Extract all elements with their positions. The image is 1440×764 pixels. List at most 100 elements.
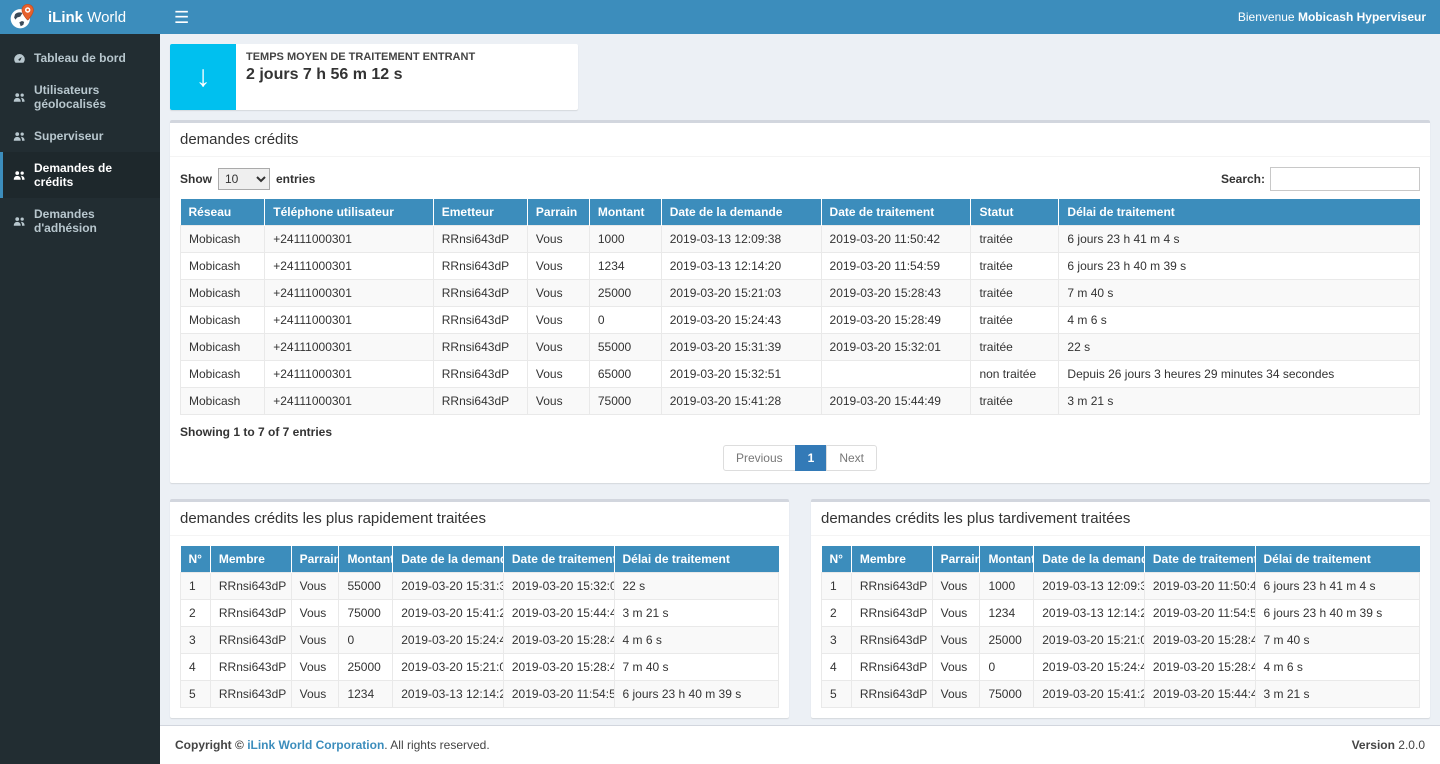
cell: traitée xyxy=(971,307,1059,334)
hamburger-menu-icon[interactable]: ☰ xyxy=(174,9,189,26)
cell: 6 jours 23 h 40 m 39 s xyxy=(1255,600,1420,627)
cell: Vous xyxy=(291,627,339,654)
cell: 55000 xyxy=(339,573,393,600)
cell: 2019-03-20 15:24:43 xyxy=(661,307,821,334)
cell: 6 jours 23 h 41 m 4 s xyxy=(1059,226,1420,253)
cell: 2019-03-20 15:31:39 xyxy=(661,334,821,361)
cell: 2019-03-20 15:32:51 xyxy=(661,361,821,388)
sidebar-item-demandes-de-credits[interactable]: Demandes de crédits xyxy=(0,152,160,198)
cell: 4 m 6 s xyxy=(614,627,779,654)
table-row: 2RRnsi643dPVous750002019-03-20 15:41:282… xyxy=(181,600,779,627)
cell: 1234 xyxy=(589,253,661,280)
cell: 1234 xyxy=(339,681,393,708)
column-header: Membre xyxy=(210,546,291,573)
cell: 2019-03-20 15:28:49 xyxy=(503,627,614,654)
table-row: 2RRnsi643dPVous12342019-03-13 12:14:2020… xyxy=(822,600,1420,627)
cell: RRnsi643dP xyxy=(433,307,527,334)
sidebar: iLink World Tableau de bord Utilisateurs… xyxy=(0,0,160,764)
cell: traitée xyxy=(971,253,1059,280)
table-row: 5RRnsi643dPVous12342019-03-13 12:14:2020… xyxy=(181,681,779,708)
column-header[interactable]: Statut xyxy=(971,199,1059,226)
cell: 0 xyxy=(980,654,1034,681)
cell: 75000 xyxy=(980,681,1034,708)
pagination-page-1-button[interactable]: 1 xyxy=(795,445,828,471)
cell: 2019-03-20 15:24:43 xyxy=(393,627,504,654)
sidebar-item-label: Superviseur xyxy=(34,129,103,143)
column-header: N° xyxy=(822,546,852,573)
sidebar-item-utilisateurs-geolocalises[interactable]: Utilisateurs géolocalisés xyxy=(0,74,160,120)
cell: 2 xyxy=(822,600,852,627)
cell: 2019-03-20 15:28:49 xyxy=(1144,654,1255,681)
cell: traitée xyxy=(971,334,1059,361)
cell: 7 m 40 s xyxy=(1059,280,1420,307)
cell: 25000 xyxy=(980,627,1034,654)
table-row: 4RRnsi643dPVous02019-03-20 15:24:432019-… xyxy=(822,654,1420,681)
cell: Vous xyxy=(527,388,589,415)
users-icon xyxy=(13,215,26,228)
cell: +24111000301 xyxy=(265,226,434,253)
cell: 7 m 40 s xyxy=(614,654,779,681)
cell: 1234 xyxy=(980,600,1034,627)
cell: +24111000301 xyxy=(265,307,434,334)
column-header: Délai de traitement xyxy=(1255,546,1420,573)
search-label: Search: xyxy=(1221,172,1265,186)
sidebar-item-label: Tableau de bord xyxy=(34,51,126,65)
pagination: Previous 1 Next xyxy=(180,445,1420,471)
cell: 2019-03-20 11:54:59 xyxy=(821,253,971,280)
cell: 4 m 6 s xyxy=(1255,654,1420,681)
company-link[interactable]: iLink World Corporation xyxy=(247,738,384,752)
brand-title: iLink World xyxy=(48,9,126,26)
panel-slowest-treated: demandes crédits les plus tardivement tr… xyxy=(811,499,1430,718)
column-header[interactable]: Date de traitement xyxy=(821,199,971,226)
cell: 2019-03-20 15:21:03 xyxy=(661,280,821,307)
cell: 2019-03-20 11:50:42 xyxy=(821,226,971,253)
pagination-next-button[interactable]: Next xyxy=(826,445,877,471)
cell: 3 m 21 s xyxy=(1255,681,1420,708)
cell: Vous xyxy=(527,226,589,253)
column-header[interactable]: Parrain xyxy=(527,199,589,226)
cell: 2019-03-20 15:28:49 xyxy=(821,307,971,334)
cell: 2019-03-13 12:09:38 xyxy=(661,226,821,253)
cell: 2019-03-20 15:44:49 xyxy=(1144,681,1255,708)
table-row: 1RRnsi643dPVous10002019-03-13 12:09:3820… xyxy=(822,573,1420,600)
cell: Mobicash xyxy=(181,307,265,334)
cell: traitée xyxy=(971,226,1059,253)
column-header[interactable]: Téléphone utilisateur xyxy=(265,199,434,226)
cell: 4 m 6 s xyxy=(1059,307,1420,334)
cell: 25000 xyxy=(589,280,661,307)
sidebar-nav: Tableau de bord Utilisateurs géolocalisé… xyxy=(0,34,160,244)
cell: 1 xyxy=(181,573,211,600)
cell: 4 xyxy=(181,654,211,681)
column-header: Montant xyxy=(980,546,1034,573)
stat-value: 2 jours 7 h 56 m 12 s xyxy=(246,66,475,84)
column-header[interactable]: Date de la demande xyxy=(661,199,821,226)
cell: 2019-03-20 15:28:43 xyxy=(1144,627,1255,654)
column-header[interactable]: Réseau xyxy=(181,199,265,226)
column-header: Date de la demande xyxy=(1034,546,1145,573)
column-header[interactable]: Délai de traitement xyxy=(1059,199,1420,226)
cell: non traitée xyxy=(971,361,1059,388)
app-logo[interactable]: iLink World xyxy=(0,0,160,34)
cell: RRnsi643dP xyxy=(851,600,932,627)
version-text: Version 2.0.0 xyxy=(1352,738,1425,752)
sidebar-item-demandes-adhesion[interactable]: Demandes d'adhésion xyxy=(0,198,160,244)
cell: 2019-03-20 15:41:28 xyxy=(661,388,821,415)
cell: 4 xyxy=(822,654,852,681)
cell: RRnsi643dP xyxy=(433,253,527,280)
sidebar-item-tableau-de-bord[interactable]: Tableau de bord xyxy=(0,42,160,74)
sidebar-item-superviseur[interactable]: Superviseur xyxy=(0,120,160,152)
page-length-select[interactable]: 10 xyxy=(218,168,270,190)
sidebar-item-label: Utilisateurs géolocalisés xyxy=(34,83,151,111)
search-input[interactable] xyxy=(1270,167,1420,191)
column-header: Délai de traitement xyxy=(614,546,779,573)
pagination-previous-button[interactable]: Previous xyxy=(723,445,796,471)
cell: 2 xyxy=(181,600,211,627)
content-area: ↓ TEMPS MOYEN DE TRAITEMENT ENTRANT 2 jo… xyxy=(160,34,1440,725)
table-row: 4RRnsi643dPVous250002019-03-20 15:21:032… xyxy=(181,654,779,681)
column-header[interactable]: Montant xyxy=(589,199,661,226)
table-row: Mobicash+24111000301RRnsi643dPVous02019-… xyxy=(181,307,1420,334)
cell: 1000 xyxy=(589,226,661,253)
panel-fastest-treated: demandes crédits les plus rapidement tra… xyxy=(170,499,789,718)
column-header[interactable]: Emetteur xyxy=(433,199,527,226)
column-header: Date de traitement xyxy=(1144,546,1255,573)
